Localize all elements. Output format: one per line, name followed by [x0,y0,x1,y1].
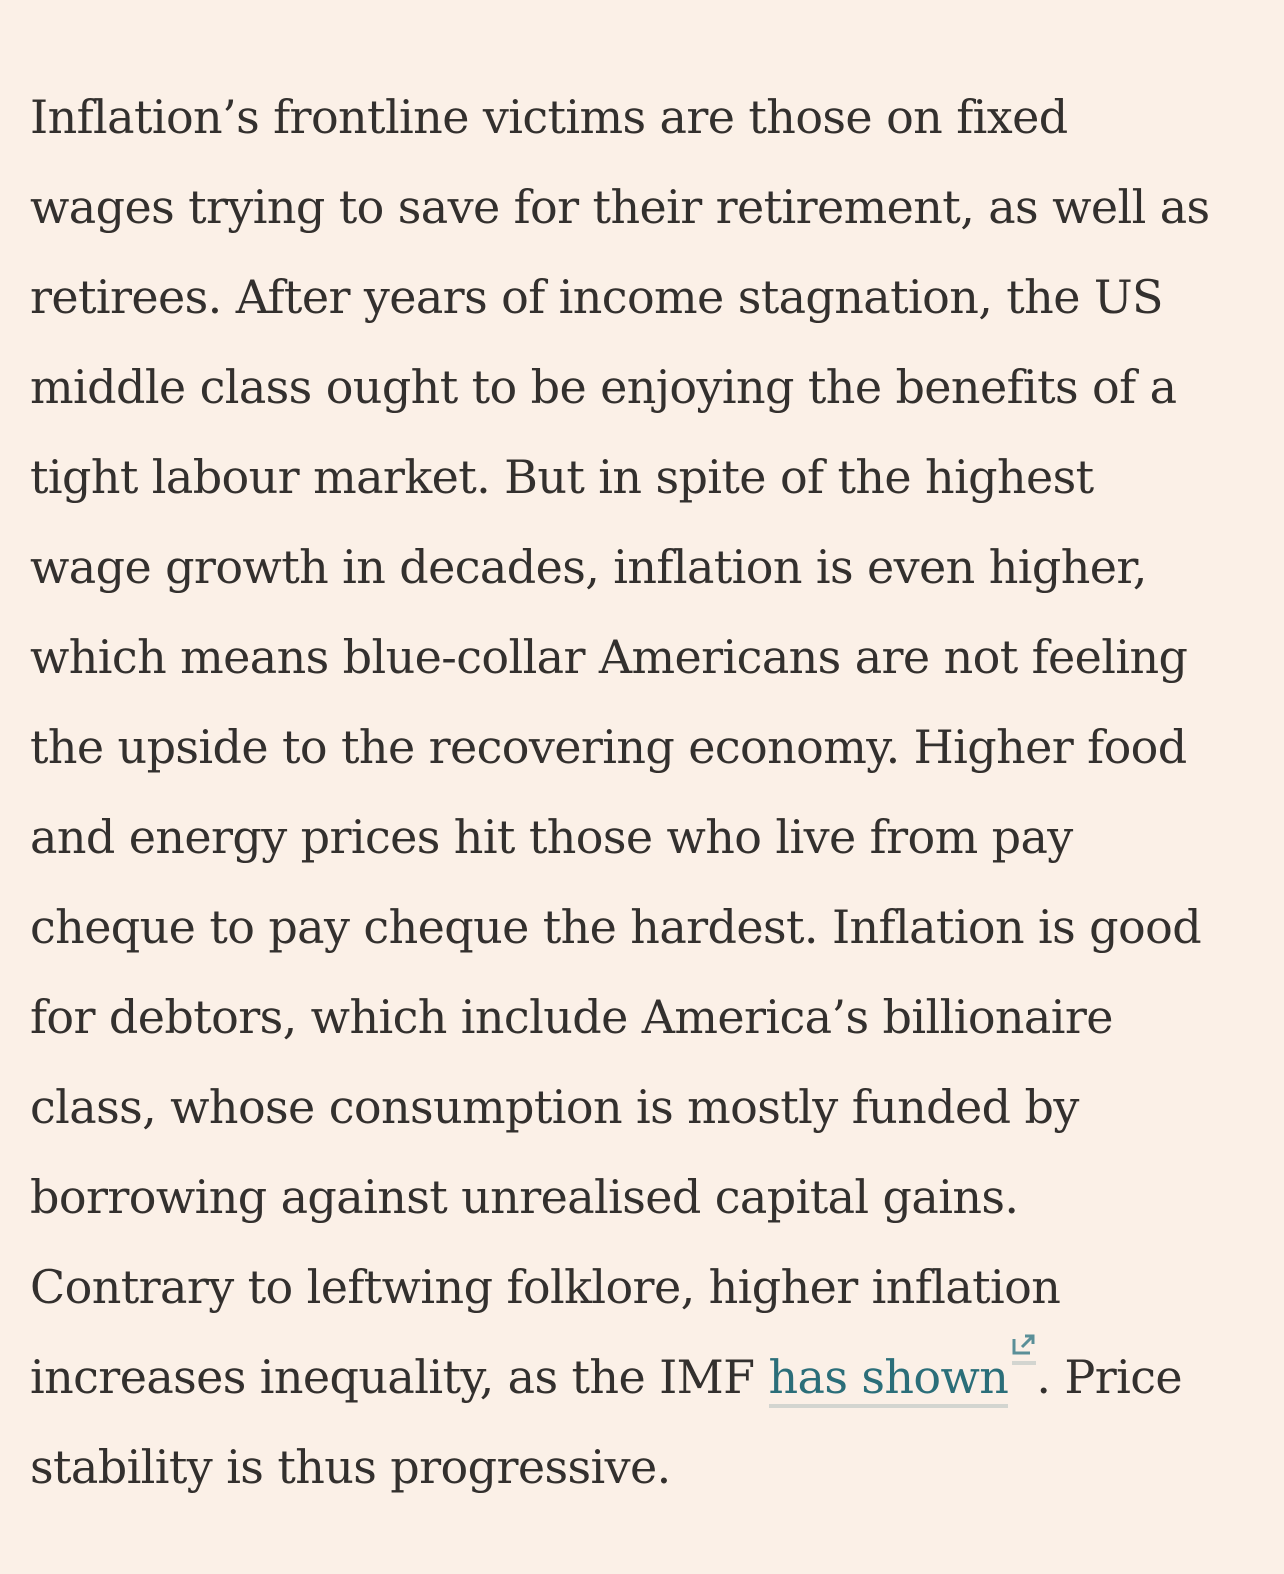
text-line: Inflation’s frontline victims are those … [30,90,1068,144]
text-line: Contrary to leftwing folklore, higher in… [30,1260,1061,1314]
text-line: and energy prices hit those who live fro… [30,810,1073,864]
text-line: tight labour market. But in spite of the… [30,450,1094,504]
article-paragraph: Inflation’s frontline victims are those … [30,72,1270,1512]
text-after-link: . Price [1036,1350,1183,1404]
text-line: stability is thus progressive. [30,1440,671,1494]
text-line: wages trying to save for their retiremen… [30,180,1210,234]
text-line: middle class ought to be enjoying the be… [30,360,1177,414]
text-line-with-link: increases inequality, as the IMF has sho… [30,1332,1270,1422]
text-line: the upside to the recovering economy. Hi… [30,720,1187,774]
text-line: wage growth in decades, inflation is eve… [30,540,1147,594]
text-line: retirees. After years of income stagnati… [30,270,1164,324]
imf-has-shown-link[interactable]: has shown [768,1350,1009,1408]
text-before-link: increases inequality, as the IMF [30,1350,769,1404]
text-line: borrowing against unrealised capital gai… [30,1170,1019,1224]
text-line: class, whose consumption is mostly funde… [30,1080,1079,1134]
text-line: which means blue-collar Americans are no… [30,630,1188,684]
external-link-icon[interactable] [1012,1334,1037,1365]
text-line: cheque to pay cheque the hardest. Inflat… [30,900,1202,954]
text-line: for debtors, which include America’s bil… [30,990,1113,1044]
